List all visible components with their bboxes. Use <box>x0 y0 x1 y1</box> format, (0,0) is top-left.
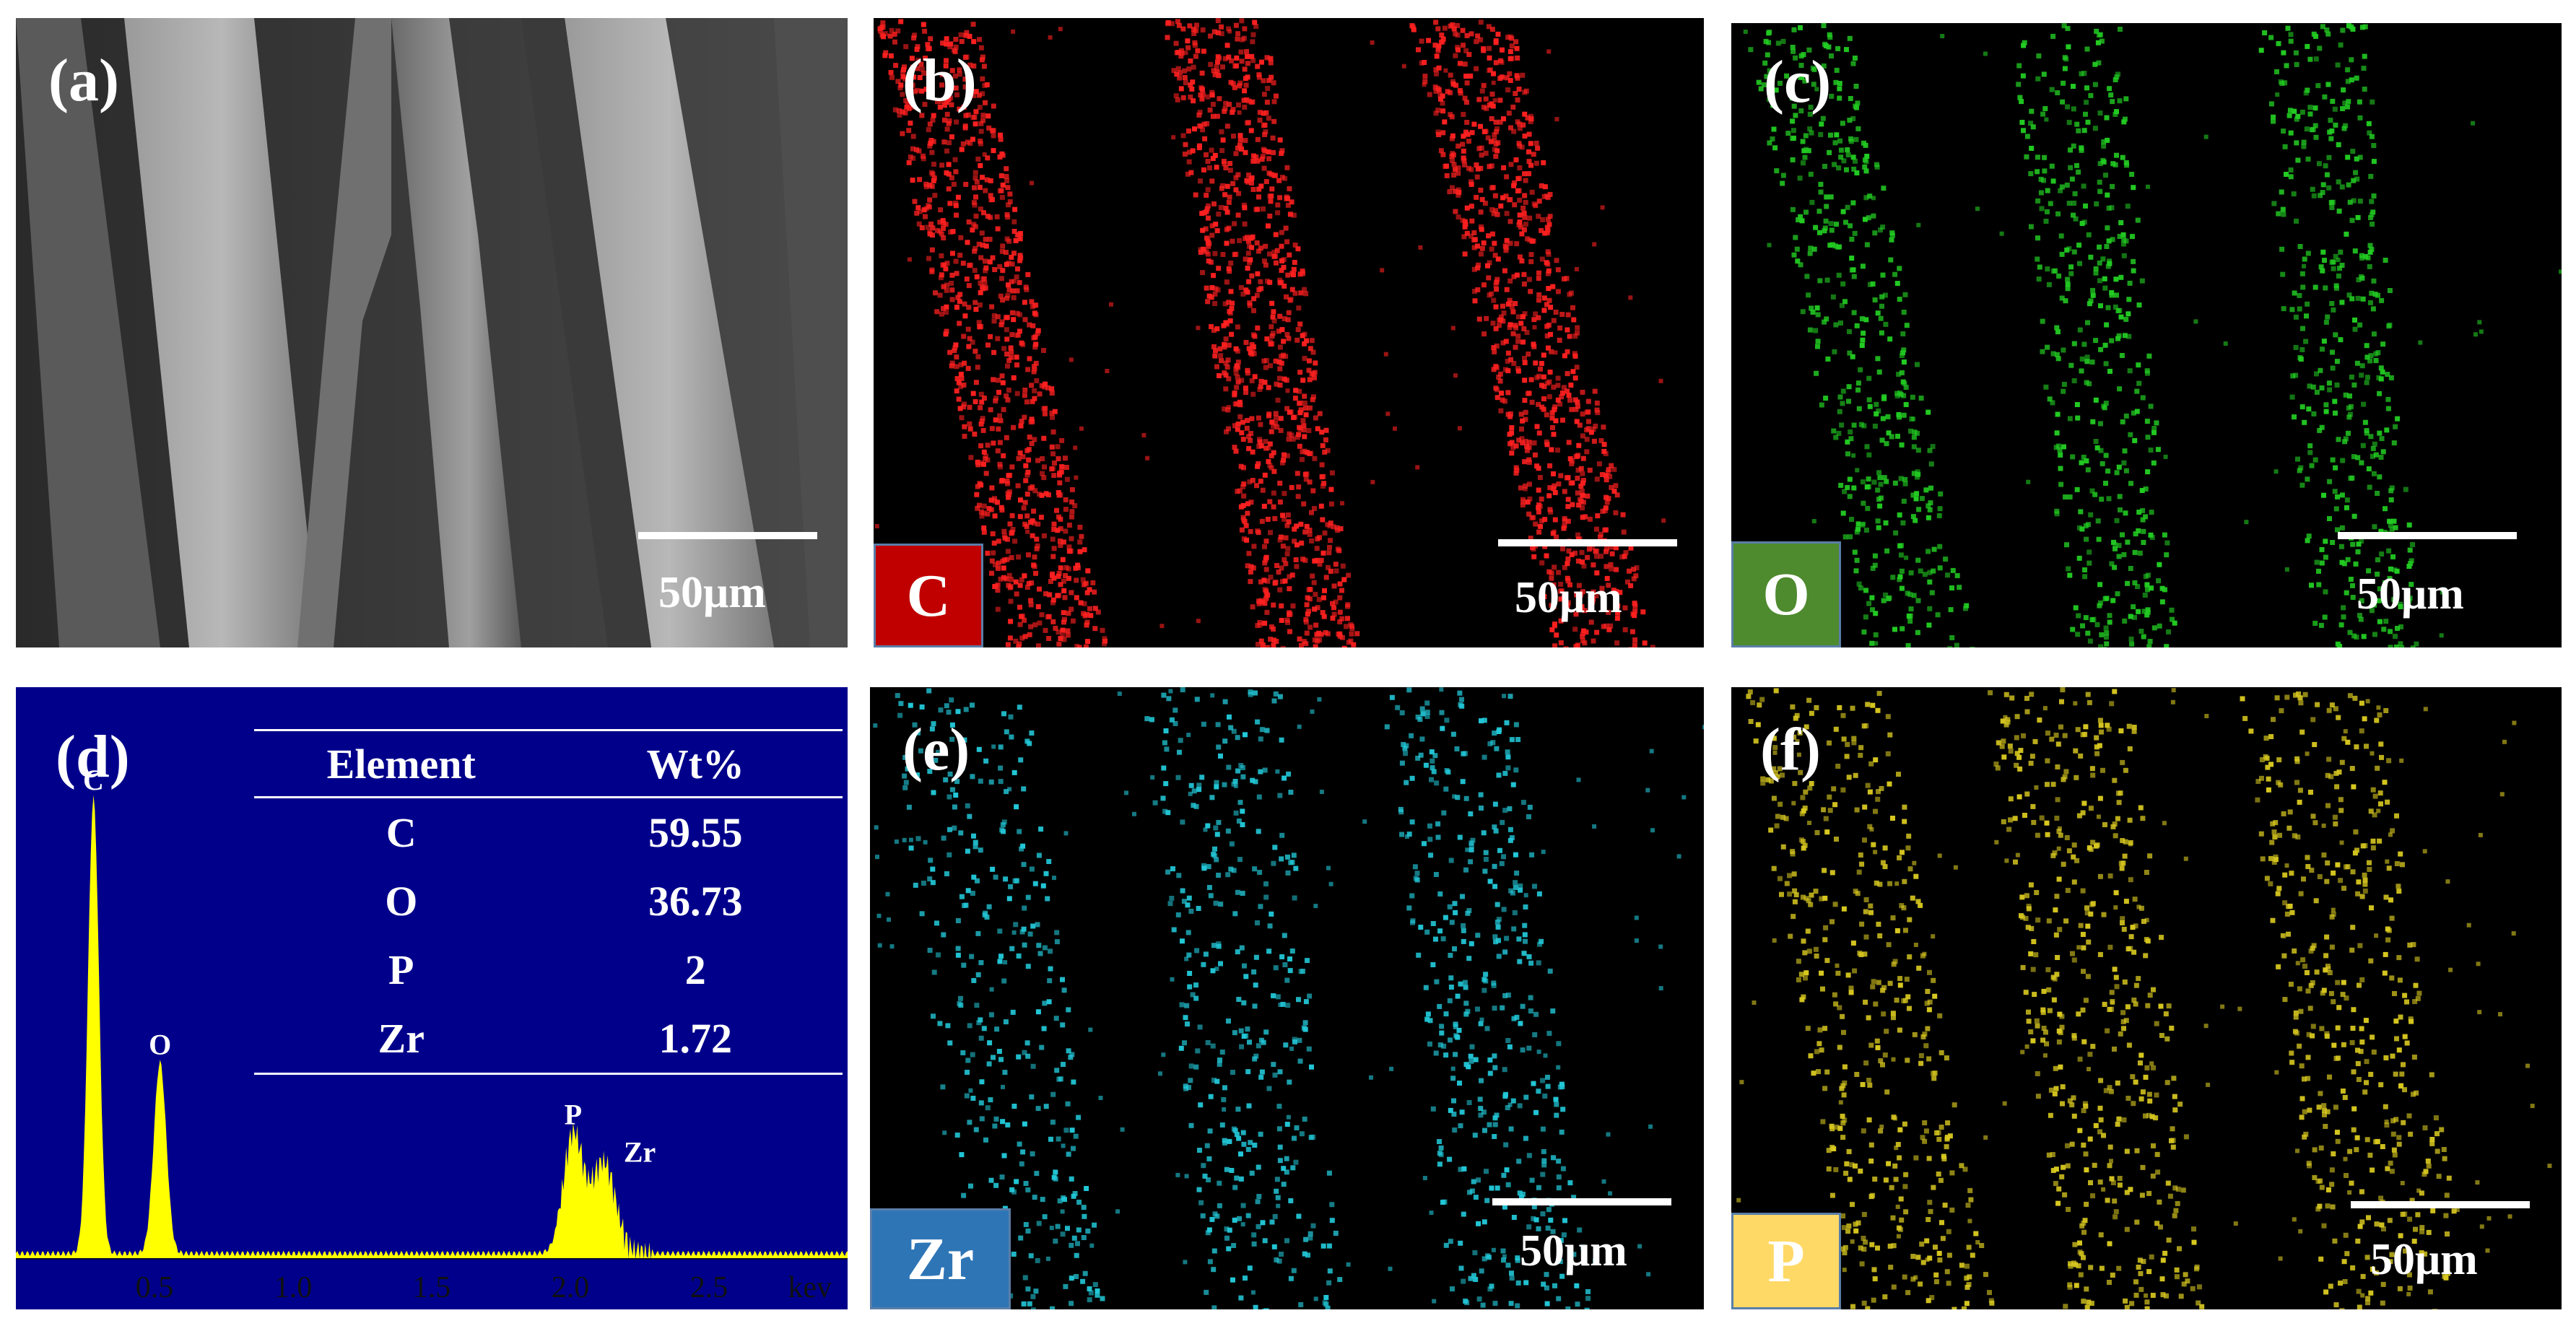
column-header-element: Element <box>326 740 476 788</box>
scale-bar <box>2338 532 2517 539</box>
peak-label: O <box>149 1029 171 1061</box>
table-cell: 36.73 <box>648 878 743 925</box>
table-header-row: Element Wt% <box>254 731 843 796</box>
scale-bar-label: 50μm <box>2370 1235 2478 1284</box>
panel-label: (b) <box>902 47 977 114</box>
peak-label: Zr <box>624 1136 656 1169</box>
table-row: O 36.73 <box>254 867 843 935</box>
x-axis-label: kev <box>788 1271 832 1304</box>
table-cell: P <box>388 946 414 993</box>
x-tick-label: 1.0 <box>274 1271 313 1304</box>
phosphorus-map-panel: (f) 50μm P <box>1731 687 2562 1309</box>
column-header-wt: Wt% <box>646 740 744 788</box>
table-row: C 59.55 <box>254 798 843 867</box>
element-badge-c: C <box>874 544 983 647</box>
element-badge-o: O <box>1731 541 1841 647</box>
carbon-map <box>874 18 1666 647</box>
table-cell: 1.72 <box>658 1015 733 1062</box>
element-badge-p: P <box>1731 1213 1841 1309</box>
zirconium-map <box>873 687 1704 1309</box>
x-tick-label: 1.5 <box>413 1271 451 1304</box>
panel-label: (c) <box>1764 48 1832 115</box>
panel-label: (a) <box>48 47 119 114</box>
scale-bar-label: 50μm <box>658 568 766 617</box>
scale-bar <box>638 532 817 539</box>
carbon-map-panel: (b) 50μm C <box>874 18 1704 647</box>
table-row: P 2 <box>254 935 843 1004</box>
sem-image <box>16 18 848 647</box>
table-bottom-rule <box>254 1073 843 1075</box>
table-cell: Zr <box>378 1015 425 1062</box>
scale-bar <box>2351 1201 2530 1208</box>
element-badge-zr: Zr <box>870 1208 1011 1309</box>
scale-bar <box>1492 1198 1671 1205</box>
x-tick-label: 2.5 <box>690 1271 728 1304</box>
phosphorus-map <box>1736 687 2552 1309</box>
scale-bar-label: 50μm <box>1515 573 1622 622</box>
table-cell: C <box>386 809 417 856</box>
panel-label: (d) <box>56 723 130 790</box>
table-cell: 59.55 <box>648 809 743 856</box>
peak-label: C <box>83 764 104 796</box>
table-cell: O <box>385 878 418 925</box>
panel-label: (e) <box>902 716 970 783</box>
table-top-rule <box>254 729 843 731</box>
scale-bar <box>1498 539 1677 546</box>
spectrum-area <box>16 795 848 1259</box>
panel-label: (f) <box>1760 716 1821 783</box>
x-tick-label: 0.5 <box>136 1271 174 1304</box>
peak-label: P <box>565 1099 582 1131</box>
scale-bar-label: 50μm <box>2357 570 2464 619</box>
oxygen-map <box>1743 23 2562 647</box>
scale-bar-label: 50μm <box>1520 1226 1627 1275</box>
element-composition-table: Element Wt% C 59.55 O 36.73 P 2 Zr 1.72 <box>254 729 843 1075</box>
eds-spectrum-panel: C O P Zr 0.5 1.0 1.5 2.0 2.5 kev (d) Element Wt% … <box>16 687 848 1309</box>
table-header-rule <box>254 796 843 798</box>
table-row: Zr 1.72 <box>254 1004 843 1073</box>
x-tick-label: 2.0 <box>552 1271 590 1304</box>
table-cell: 2 <box>684 946 706 993</box>
zirconium-map-panel: (e) 50μm Zr <box>870 687 1704 1309</box>
oxygen-map-panel: (c) 50μm O <box>1731 23 2562 647</box>
sem-image-panel: (a) 50μm <box>16 18 848 647</box>
